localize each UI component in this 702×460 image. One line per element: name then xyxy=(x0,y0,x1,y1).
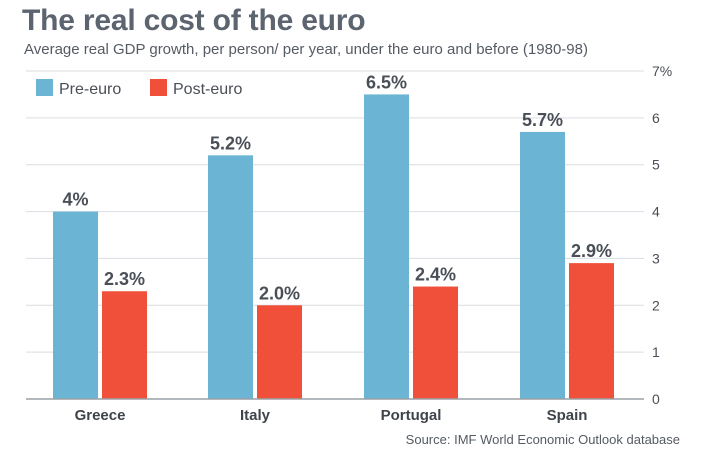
category-label: Greece xyxy=(75,407,126,424)
bars xyxy=(53,94,614,399)
bar-value-label: 4% xyxy=(62,190,88,210)
y-tick-label: 0 xyxy=(652,391,660,407)
bar-post-euro-greece xyxy=(102,291,147,399)
y-tick-label: 3 xyxy=(652,250,660,266)
category-label: Portugal xyxy=(381,407,442,424)
y-tick-label: 5 xyxy=(652,157,660,173)
bar-value-label: 2.3% xyxy=(104,269,145,289)
bar-value-label: 6.5% xyxy=(366,72,407,92)
legend-swatch xyxy=(150,79,167,96)
source-note: Source: IMF World Economic Outlook datab… xyxy=(405,432,680,447)
bar-post-euro-italy xyxy=(257,305,302,399)
category-label: Italy xyxy=(240,407,271,424)
bar-post-euro-portugal xyxy=(413,286,458,399)
bar-value-label: 5.2% xyxy=(210,133,251,153)
legend-label: Post-euro xyxy=(173,81,242,98)
bar-pre-euro-greece xyxy=(53,211,98,399)
bar-value-label: 2.9% xyxy=(571,241,612,261)
legend-swatch xyxy=(36,79,53,96)
y-axis-ticks: 0 1 2 3 4 5 6 7% xyxy=(652,63,672,407)
y-tick-label: 7% xyxy=(652,63,672,79)
bar-value-label: 5.7% xyxy=(522,110,563,130)
chart-subtitle: Average real GDP growth, per person/ per… xyxy=(24,41,588,58)
bar-pre-euro-portugal xyxy=(364,94,409,399)
chart-title: The real cost of the euro xyxy=(22,4,366,37)
bar-value-labels: 4% 2.3% 5.2% 2.0% 6.5% 2.4% 5.7% 2.9% xyxy=(62,72,612,303)
bar-value-label: 2.0% xyxy=(259,283,300,303)
y-tick-label: 1 xyxy=(652,344,660,360)
category-label: Spain xyxy=(547,407,588,424)
bar-post-euro-spain xyxy=(569,263,614,399)
y-tick-label: 6 xyxy=(652,110,660,126)
y-tick-label: 2 xyxy=(652,297,660,313)
category-labels: Greece Italy Portugal Spain xyxy=(75,407,588,424)
legend: Pre-euro Post-euro xyxy=(36,79,242,98)
bar-value-label: 2.4% xyxy=(415,265,456,285)
bar-pre-euro-spain xyxy=(520,131,565,399)
legend-label: Pre-euro xyxy=(59,81,121,98)
bar-pre-euro-italy xyxy=(208,155,253,399)
y-tick-label: 4 xyxy=(652,204,660,220)
